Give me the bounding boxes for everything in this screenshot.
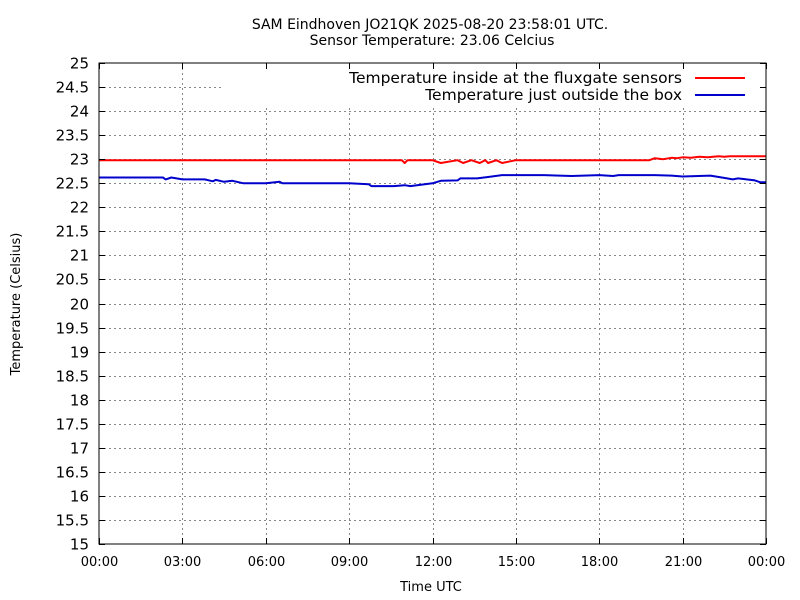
y-tick-label: 19.5	[56, 320, 89, 338]
y-tick-label: 22.5	[56, 175, 89, 193]
y-tick-label: 18.5	[56, 368, 89, 386]
x-tick-label: 12:00	[415, 555, 452, 570]
y-tick-label: 22	[70, 199, 89, 217]
y-tick-label: 19	[70, 344, 89, 362]
y-tick-label: 20.5	[56, 271, 89, 289]
y-axis-label: Temperature (Celsius)	[9, 233, 24, 377]
series-line-2	[99, 174, 766, 188]
x-axis-label: Time UTC	[399, 580, 462, 595]
y-tick-label: 24.5	[56, 79, 89, 97]
data-series	[99, 155, 766, 188]
y-tick-label: 21	[70, 247, 89, 265]
y-tick-label: 23.5	[56, 127, 89, 145]
axis-ticks: 00:00 03:00 06:00 09:00 12:00 15:00 18:00 21:00…	[56, 55, 786, 571]
y-tick-label: 20	[70, 296, 89, 314]
y-tick-label: 16	[70, 488, 89, 506]
series-line-1	[99, 155, 766, 164]
grid-lines	[99, 63, 766, 544]
y-tick-label: 18	[70, 392, 89, 410]
y-tick-label: 15	[70, 536, 89, 554]
y-tick-label: 16.5	[56, 464, 89, 482]
legend: Temperature inside at the fluxgate senso…	[348, 69, 745, 104]
y-tick-label: 17	[70, 440, 89, 458]
x-tick-label: 15:00	[498, 555, 535, 570]
y-tick-label: 23	[70, 151, 89, 169]
y-tick-label: 15.5	[56, 512, 89, 530]
chart-subtitle: Sensor Temperature: 23.06 Celcius	[310, 33, 555, 49]
legend-background	[222, 66, 762, 105]
x-tick-label: 18:00	[581, 555, 618, 570]
chart-title: SAM Eindhoven JO21QK 2025-08-20 23:58:01…	[252, 17, 608, 33]
plot-frame	[98, 62, 767, 545]
legend-label-1: Temperature inside at the fluxgate senso…	[348, 69, 682, 87]
y-tick-label: 21.5	[56, 223, 89, 241]
x-tick-label: 09:00	[331, 555, 368, 570]
legend-label-2: Temperature just outside the box	[424, 86, 682, 104]
y-tick-label: 25	[70, 55, 89, 73]
y-tick-label: 17.5	[56, 416, 89, 434]
x-tick-label: 00:00	[748, 555, 785, 570]
x-tick-label: 06:00	[248, 555, 285, 570]
x-tick-label: 03:00	[164, 555, 201, 570]
x-tick-label: 00:00	[81, 555, 118, 570]
x-tick-label: 21:00	[665, 555, 702, 570]
y-tick-label: 24	[70, 103, 89, 121]
